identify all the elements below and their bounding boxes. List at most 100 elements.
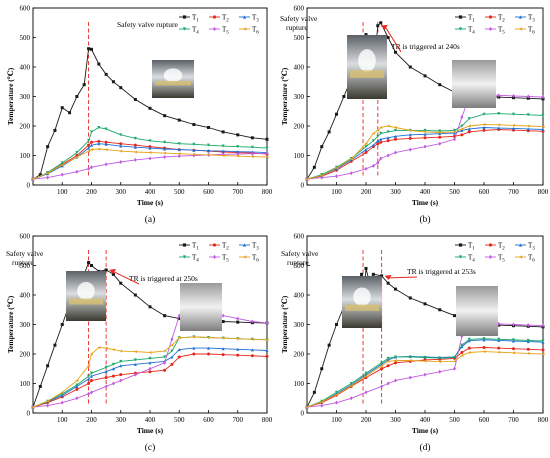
data-point — [467, 124, 471, 128]
data-point — [453, 366, 456, 371]
data-point — [236, 150, 240, 154]
arrow-head — [384, 274, 392, 280]
y-tick-label: 300 — [294, 93, 305, 101]
legend-label: T5 — [498, 254, 505, 264]
data-point — [111, 374, 115, 378]
data-point — [371, 139, 375, 143]
arrow-shaft — [389, 276, 418, 279]
data-point — [380, 361, 384, 365]
data-point — [90, 130, 93, 134]
data-point — [394, 378, 397, 383]
legend-label: T6 — [528, 26, 535, 36]
data-point — [380, 367, 384, 371]
data-point — [104, 365, 108, 369]
data-point — [482, 128, 486, 132]
annotation-tr-triggered: TR is triggered at 253s — [407, 267, 476, 276]
data-point — [207, 352, 210, 356]
data-point — [408, 375, 412, 380]
legend-marker — [242, 15, 247, 19]
data-point — [360, 272, 364, 276]
legend-marker — [212, 254, 217, 260]
data-point — [265, 155, 269, 159]
data-point — [119, 378, 123, 383]
annotation-safety-valve: Safety valve rupture — [117, 20, 178, 29]
series-line-T5 — [306, 322, 544, 408]
data-point — [207, 346, 210, 350]
data-point — [60, 164, 64, 168]
legend-marker — [182, 243, 187, 247]
data-point — [423, 356, 427, 360]
x-tick-label: 200 — [361, 416, 372, 424]
data-point — [320, 173, 324, 177]
data-point — [133, 150, 137, 154]
photo-jet — [358, 49, 376, 73]
data-point — [364, 166, 368, 171]
data-point — [512, 351, 515, 355]
data-point — [526, 338, 530, 342]
legend-marker — [212, 26, 217, 32]
y-axis-title: Temperature (℃) — [280, 67, 289, 125]
data-point — [221, 154, 225, 157]
data-point — [221, 313, 225, 318]
legend-label: T2 — [498, 242, 505, 252]
series-group — [31, 47, 269, 182]
data-point — [394, 361, 397, 365]
photo-thermal-runaway — [180, 283, 222, 331]
data-point — [438, 83, 442, 87]
data-point — [460, 351, 464, 355]
data-point — [408, 133, 412, 137]
data-point — [364, 151, 368, 155]
data-point — [119, 144, 123, 148]
legend-label: T6 — [252, 26, 259, 36]
data-point — [87, 374, 91, 378]
x-tick-label: 100 — [331, 188, 342, 196]
data-point — [236, 133, 240, 137]
data-point — [394, 287, 397, 291]
data-point — [148, 156, 152, 161]
data-point — [438, 141, 442, 146]
data-point — [380, 274, 384, 278]
panel-caption: (c) — [145, 442, 156, 453]
data-point — [265, 137, 269, 141]
data-point — [497, 350, 501, 354]
data-point — [119, 364, 123, 368]
data-point — [512, 93, 515, 98]
data-point — [207, 143, 210, 147]
data-point — [60, 106, 64, 110]
x-tick-label: 600 — [479, 416, 490, 424]
y-tick-label: 400 — [294, 64, 305, 72]
data-point — [335, 390, 338, 394]
data-point — [60, 163, 64, 167]
legend-label: T1 — [192, 242, 199, 252]
data-point — [386, 36, 390, 39]
data-point — [497, 337, 501, 341]
y-tick-label: 600 — [294, 233, 305, 241]
data-point — [170, 337, 174, 342]
data-point — [75, 151, 79, 155]
legend-label: T1 — [192, 14, 199, 24]
data-point — [104, 370, 108, 374]
data-point — [221, 130, 225, 134]
legend-marker — [182, 27, 187, 31]
data-point — [90, 264, 93, 267]
data-point — [192, 335, 196, 339]
data-point — [75, 383, 79, 387]
data-point — [60, 390, 64, 394]
y-tick-label: 600 — [20, 233, 31, 241]
data-point — [526, 347, 530, 351]
data-point — [460, 334, 464, 339]
data-point — [177, 148, 181, 152]
data-point — [119, 159, 123, 164]
data-point — [236, 145, 240, 149]
data-point — [467, 130, 471, 134]
data-point — [380, 384, 384, 389]
data-point — [371, 272, 375, 276]
data-point — [526, 127, 530, 131]
data-point — [438, 129, 442, 133]
y-tick-label: 0 — [27, 410, 31, 418]
data-point — [177, 317, 181, 321]
data-point — [376, 24, 380, 28]
data-point — [104, 376, 108, 380]
data-point — [87, 261, 91, 265]
